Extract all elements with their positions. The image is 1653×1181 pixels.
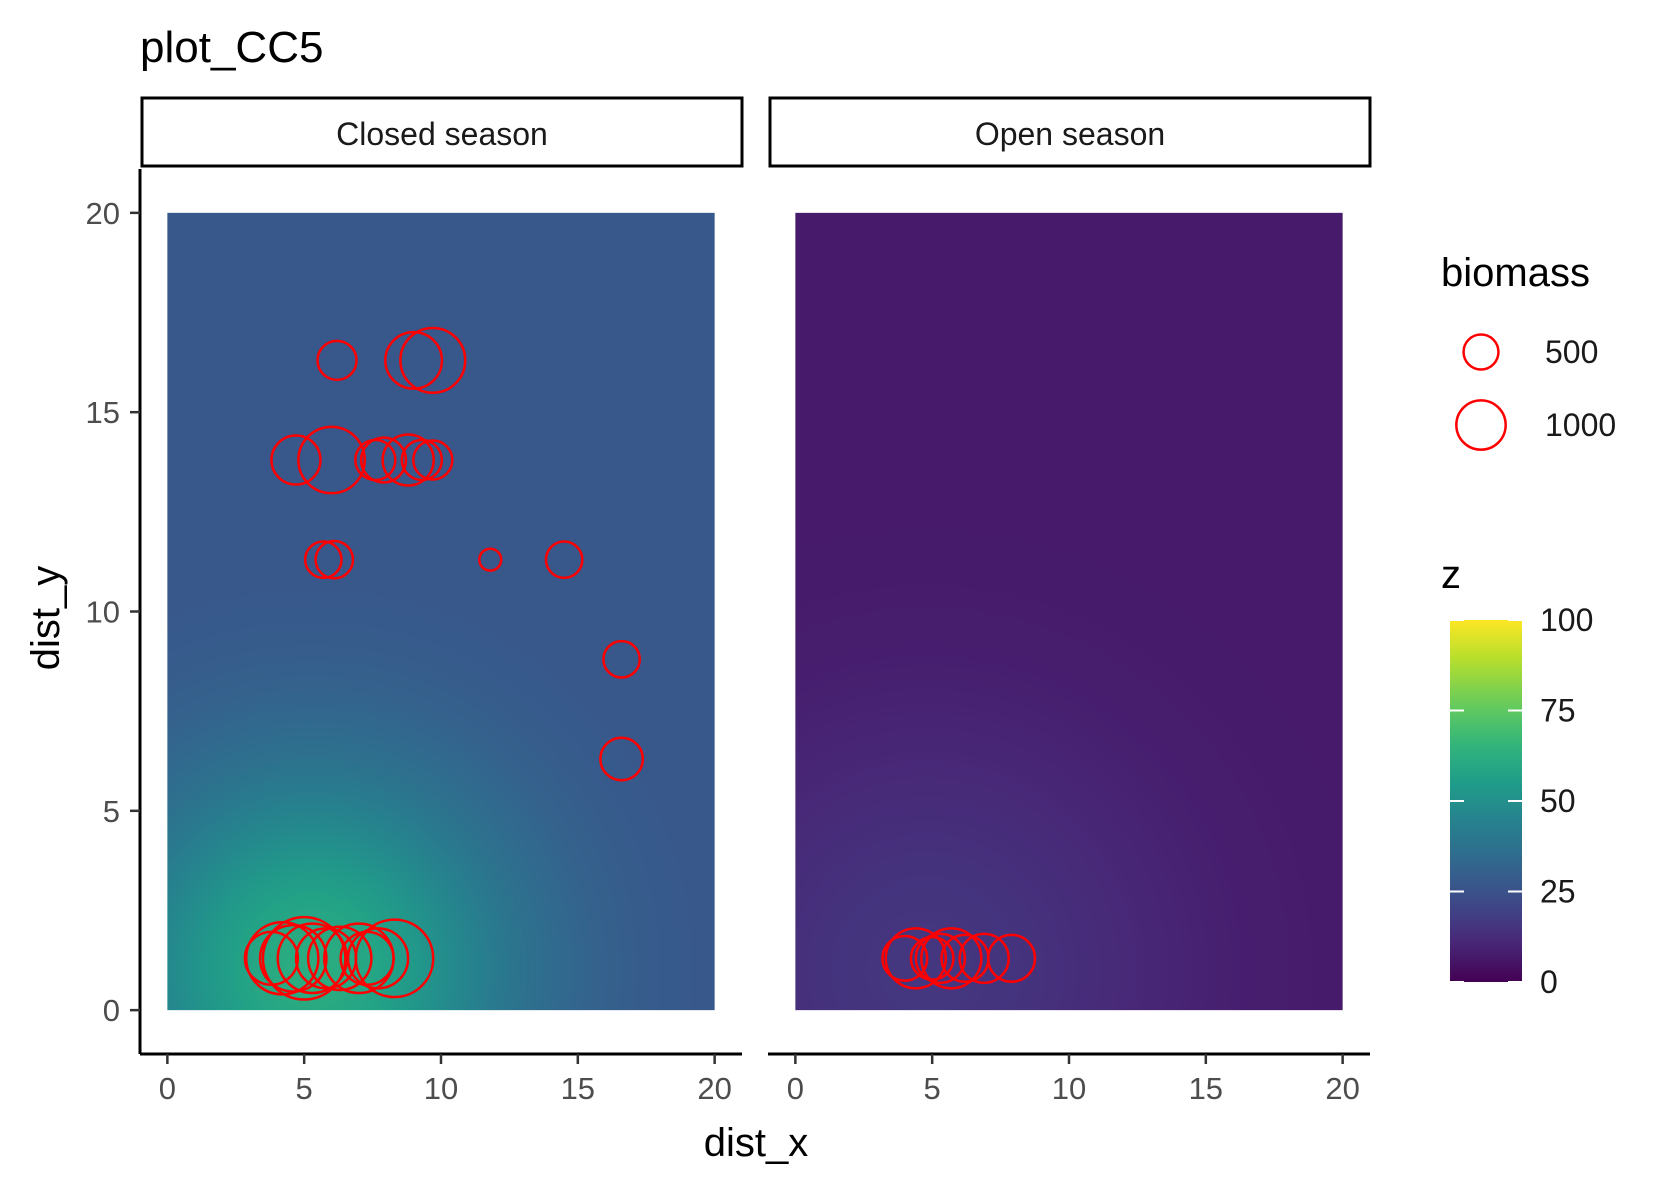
size-legend-title: biomass	[1441, 251, 1590, 295]
biomass-point	[986, 933, 1037, 984]
colorbar-label: 0	[1540, 964, 1558, 1000]
heatmap-raster	[795, 212, 1343, 1011]
biomass-point	[599, 736, 645, 782]
facet-strip-open-label: Open season	[975, 116, 1165, 152]
biomass-point	[258, 923, 328, 993]
y-tick-label: 20	[86, 196, 120, 231]
x-tick-label: 15	[561, 1071, 595, 1106]
biomass-point	[384, 330, 444, 390]
y-axis: 0 5 10 15 20	[86, 169, 142, 1054]
biomass-point	[412, 439, 454, 481]
x-axis-closed: 0 5 10 15 20	[140, 1052, 742, 1106]
size-legend-label: 500	[1545, 334, 1598, 370]
biomass-point	[359, 436, 408, 484]
biomass-point	[303, 540, 343, 580]
biomass-point	[544, 540, 584, 580]
y-tick-label: 5	[103, 794, 120, 829]
x-tick-label: 0	[787, 1071, 804, 1106]
y-tick-label: 0	[103, 993, 120, 1028]
biomass-point	[914, 932, 967, 985]
x-tick-label: 10	[1052, 1071, 1086, 1106]
size-legend-key	[1462, 333, 1500, 371]
colorbar-label: 50	[1540, 783, 1576, 819]
biomass-point	[306, 925, 373, 992]
color-legend: z 0 25 50 75 100	[1441, 553, 1593, 1000]
x-tick-label: 20	[697, 1071, 731, 1106]
biomass-point	[958, 932, 1010, 985]
facet-strip-closed: Closed season	[140, 96, 744, 168]
size-legend-keys: 500 1000	[1455, 333, 1616, 451]
x-tick-label: 10	[424, 1071, 458, 1106]
x-tick-label: 5	[924, 1071, 941, 1106]
biomass-point	[909, 935, 955, 981]
colorbar-label: 75	[1540, 693, 1576, 729]
color-legend-body: 0 25 50 75 100	[1450, 602, 1593, 1000]
x-axis-open: 0 5 10 15 20	[768, 1052, 1370, 1106]
size-legend: biomass 500 1000	[1441, 251, 1616, 451]
biomass-point	[400, 438, 444, 482]
y-tick-label: 10	[86, 595, 120, 630]
x-tick-label: 15	[1189, 1071, 1223, 1106]
biomass-point	[478, 547, 503, 572]
biomass-point	[884, 927, 948, 990]
color-legend-title: z	[1441, 553, 1461, 597]
size-legend-key	[1455, 399, 1507, 451]
size-legend-label: 1000	[1545, 407, 1616, 443]
y-tick-label: 15	[86, 395, 120, 430]
heatmap-raster	[167, 212, 715, 1011]
x-tick-label: 5	[296, 1071, 313, 1106]
colorbar-label: 25	[1540, 874, 1576, 910]
biomass-point	[261, 915, 347, 1001]
biomass-point	[920, 927, 983, 990]
biomass-point	[602, 639, 642, 679]
panel-closed-season	[167, 212, 715, 1011]
biomass-point	[270, 434, 322, 486]
biomass-point	[316, 339, 358, 382]
facet-strip-closed-label: Closed season	[336, 116, 548, 152]
biomass-point	[881, 934, 929, 982]
facet-strip-closed-box	[140, 96, 744, 168]
facet-strip-open-box	[768, 96, 1372, 168]
x-tick-label: 20	[1325, 1071, 1359, 1106]
y-axis-title: dist_y	[24, 566, 68, 671]
x-tick-label: 0	[159, 1071, 176, 1106]
biomass-point	[399, 326, 467, 395]
biomass-point	[314, 539, 355, 580]
chart-title: plot_CC5	[140, 23, 323, 72]
biomass-point	[381, 433, 435, 487]
panel-open-season	[795, 212, 1343, 1011]
facet-strip-open: Open season	[768, 96, 1372, 168]
biomass-point	[354, 918, 435, 999]
colorbar-label: 100	[1540, 602, 1593, 638]
x-axis-title: dist_x	[704, 1121, 809, 1165]
biomass-point	[346, 927, 410, 990]
biomass-point	[297, 425, 366, 495]
